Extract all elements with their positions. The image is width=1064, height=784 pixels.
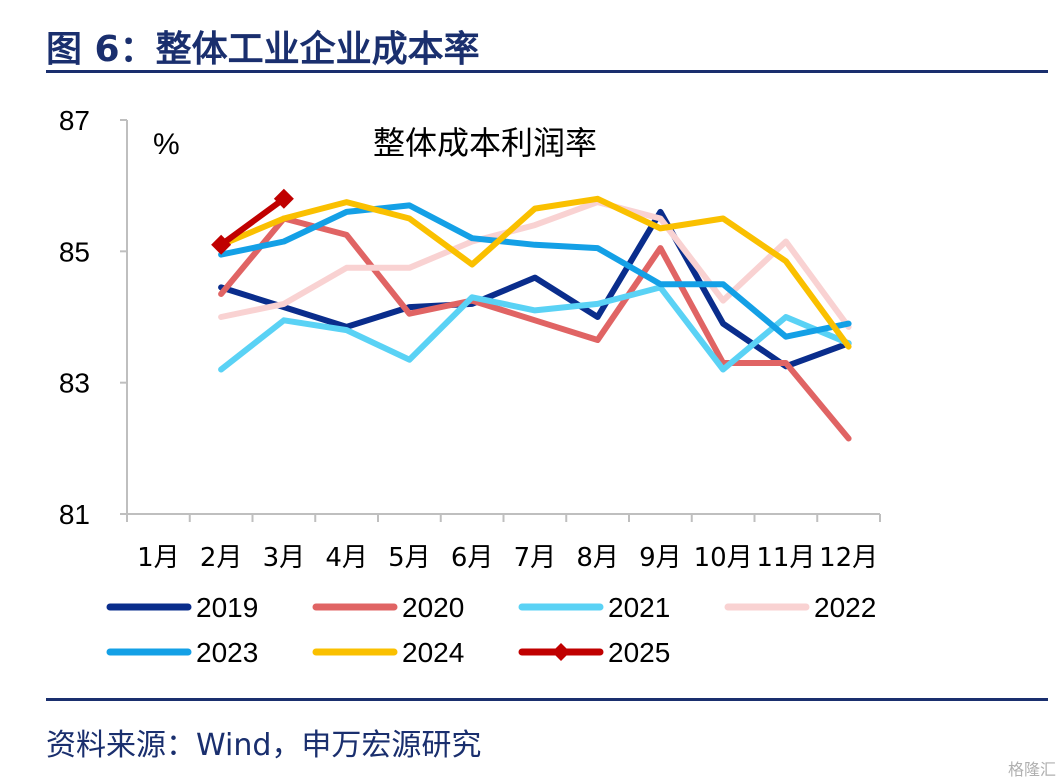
source-note: 资料来源：Wind，申万宏源研究	[46, 728, 482, 763]
y-tick-label: 85	[59, 236, 90, 267]
x-tick-label: 8月	[576, 543, 619, 573]
legend-label-2022: 2022	[814, 592, 876, 623]
legend-marker-2025	[552, 643, 570, 661]
x-tick-label: 12月	[819, 543, 878, 573]
x-tick-label: 5月	[388, 543, 431, 573]
legend-label-2021: 2021	[608, 592, 670, 623]
series-point-2025	[211, 234, 232, 255]
chart-title: 整体成本利润率	[373, 124, 597, 162]
series-line-2023	[218, 202, 852, 340]
x-tick-label: 10月	[694, 543, 753, 573]
series-line-2021	[218, 284, 852, 373]
x-tick-label: 9月	[639, 543, 682, 573]
chart-axes: 81 83 85 87 1月 2月 3月 4月 5月 6月 7月 8月 9月 10月 11月 12月	[59, 105, 881, 573]
legend-label-2025: 2025	[608, 637, 670, 668]
bottom-divider	[46, 698, 1048, 701]
x-tick-label: 11月	[756, 543, 815, 573]
x-tick-label: 6月	[451, 543, 494, 573]
series-line-2022	[218, 199, 852, 330]
x-tick-label: 7月	[514, 543, 557, 573]
legend-label-2020: 2020	[402, 592, 464, 623]
x-tick-label: 3月	[263, 543, 306, 573]
series-line-2024	[218, 195, 852, 350]
y-tick-label: 83	[59, 368, 90, 399]
x-tick-label: 1月	[137, 543, 180, 573]
y-axis-unit-label: %	[153, 128, 180, 161]
watermark: 格隆汇	[1007, 760, 1056, 779]
top-divider	[46, 70, 1048, 73]
x-tick-label: 2月	[200, 543, 243, 573]
figure-title: 图 6：整体工业企业成本率	[46, 29, 480, 70]
chart-series	[211, 188, 852, 442]
series-line-2025	[218, 195, 287, 248]
y-tick-label: 87	[59, 105, 90, 136]
series-point-2025	[273, 188, 294, 209]
x-tick-label: 4月	[325, 543, 368, 573]
series-line-2020	[218, 215, 852, 442]
series-line-2019	[218, 208, 852, 370]
chart-legend: 2019 2020 2021 2022 2023 2024 2025	[106, 592, 876, 668]
legend-label-2023: 2023	[196, 637, 258, 668]
legend-label-2019: 2019	[196, 592, 258, 623]
legend-label-2024: 2024	[402, 637, 464, 668]
y-tick-label: 81	[59, 499, 90, 530]
line-chart: 81 83 85 87 1月 2月 3月 4月 5月 6月 7月 8月 9月 10月 11月 12月 % 整体…	[59, 105, 881, 668]
